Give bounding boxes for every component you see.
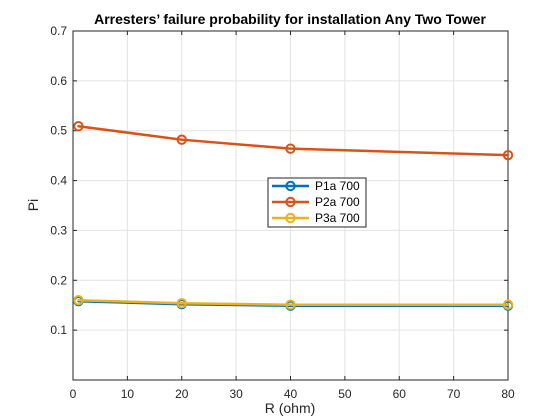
- y-tick-label: 0.2: [50, 273, 67, 287]
- x-tick-label: 70: [447, 387, 461, 401]
- data-point-p3a-700: [285, 299, 296, 310]
- series-group: [73, 121, 514, 311]
- series-line-p2a-700: [77, 124, 510, 157]
- data-point-p2a-700: [176, 134, 187, 145]
- x-tick-label: 20: [175, 387, 189, 401]
- legend-marker-p3a-700: [285, 212, 296, 224]
- legend-label-p2a-700: P2a 700: [315, 195, 360, 209]
- y-tick-label: 0.5: [50, 124, 67, 138]
- legend: P1a 700 P2a 700 P3a 700: [267, 177, 367, 228]
- chart-title: Arresters’ failure probability for insta…: [94, 11, 486, 27]
- y-tick-label: 0.4: [50, 174, 67, 188]
- x-tick-label: 30: [229, 387, 243, 401]
- y-axis-label: Pi: [25, 199, 41, 211]
- x-tick-label: 60: [393, 387, 407, 401]
- x-tick-label: 0: [70, 387, 77, 401]
- x-tick-label: 80: [501, 387, 515, 401]
- legend-marker-p1a-700: [285, 180, 296, 192]
- axis-ticks: 0 10 20 30 40 50 60 70 80 0.1 0.2 0.3 0.4 0.5 0.6 0.7: [50, 24, 515, 401]
- legend-label-p3a-700: P3a 700: [315, 211, 360, 225]
- y-tick-label: 0.6: [50, 74, 67, 88]
- data-point-p3a-700: [73, 295, 84, 306]
- y-tick-label: 0.7: [50, 24, 67, 38]
- legend-marker-p2a-700: [285, 196, 296, 208]
- series-line-p3a-700: [77, 298, 510, 306]
- x-tick-label: 50: [338, 387, 352, 401]
- legend-label-p1a-700: P1a 700: [315, 179, 360, 193]
- data-point-p2a-700: [502, 149, 514, 161]
- x-axis-label: R (ohm): [265, 400, 316, 416]
- data-point-p3a-700: [502, 299, 514, 310]
- data-point-p3a-700: [176, 298, 187, 309]
- data-point-p2a-700: [285, 143, 296, 154]
- data-point-p2a-700: [73, 121, 84, 132]
- x-tick-label: 10: [121, 387, 135, 401]
- y-tick-label: 0.1: [50, 323, 67, 337]
- x-tick-label: 40: [284, 387, 298, 401]
- y-tick-label: 0.3: [50, 223, 67, 237]
